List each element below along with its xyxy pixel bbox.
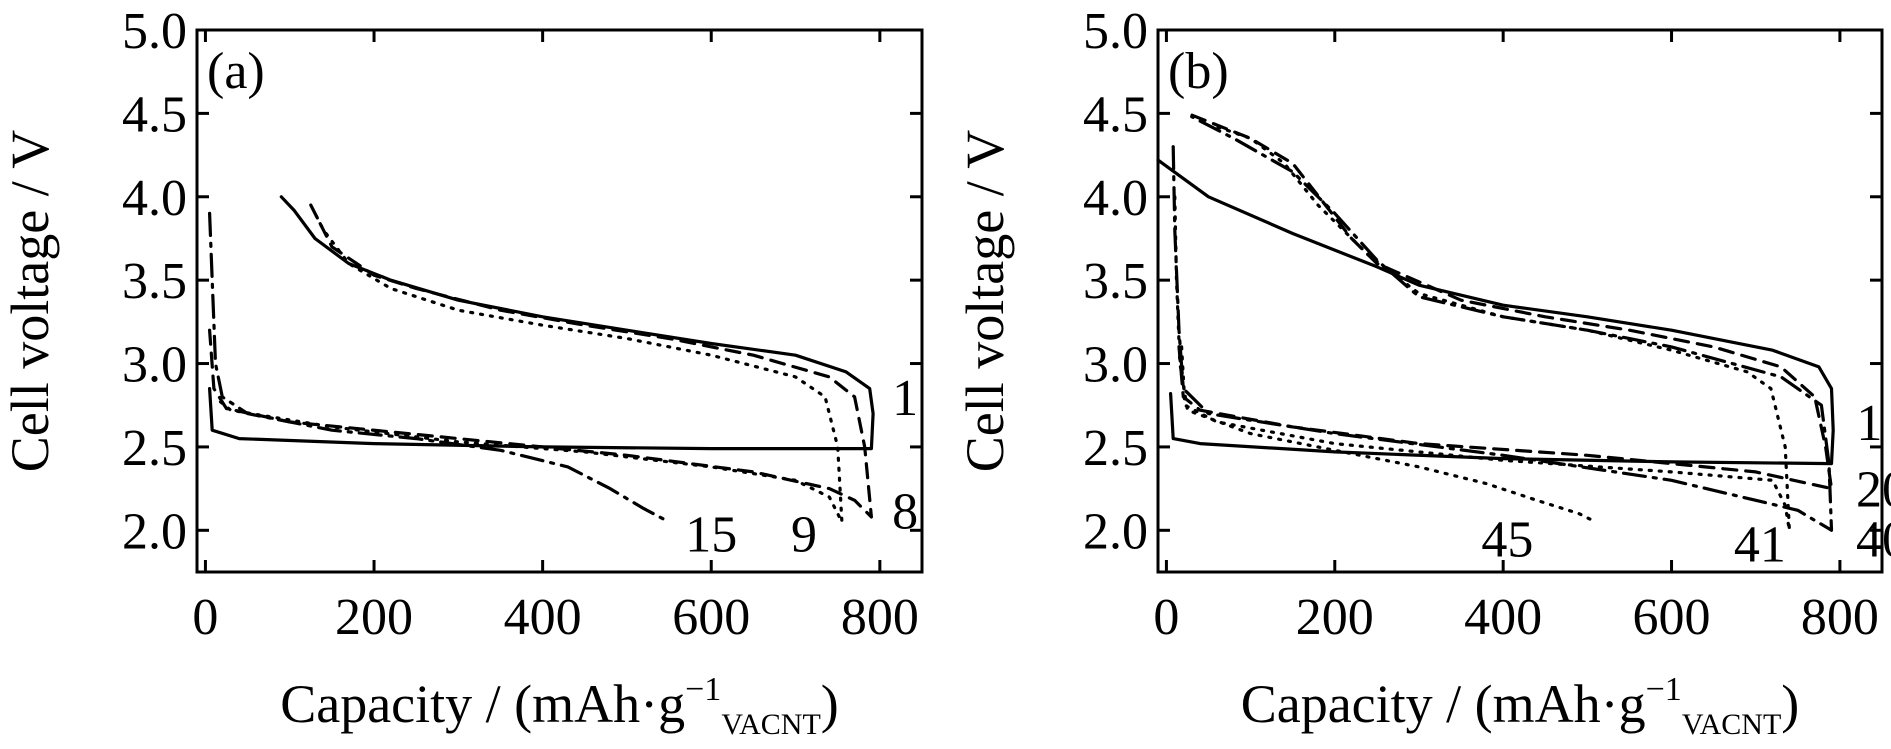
series-line-cycle-1 bbox=[208, 195, 875, 451]
cycle-label: 8 bbox=[892, 483, 918, 540]
plot-frame bbox=[195, 28, 924, 574]
x-tick-label: 200 bbox=[1296, 589, 1374, 646]
x-tick-label: 800 bbox=[841, 589, 919, 646]
x-axis-title: Capacity / (mAh·g−1VACNT) bbox=[280, 671, 839, 741]
cycle-label: 9 bbox=[791, 507, 817, 564]
y-tick-label: 3.0 bbox=[1083, 337, 1148, 394]
series-line-cycle-9 bbox=[219, 211, 844, 524]
plot-frame bbox=[1156, 28, 1884, 574]
series-line-cycle-41 bbox=[1180, 125, 1791, 532]
panel-label: (b) bbox=[1168, 43, 1229, 100]
series-line-cycle-40 bbox=[1171, 115, 1834, 532]
series-line-cycle-1 bbox=[1156, 158, 1835, 466]
chart-panel-b: 2.02.53.03.54.04.55.00 200 400 600 800Capaci… bbox=[955, 3, 1891, 741]
y-tick-label: 4.5 bbox=[1083, 86, 1148, 143]
x-tick-label: 600 bbox=[672, 589, 750, 646]
series-line-cycle-20 bbox=[1177, 111, 1834, 491]
x-axis-title: Capacity / (mAh·g−1VACNT) bbox=[1241, 671, 1800, 741]
y-tick-label: 4.0 bbox=[122, 170, 187, 227]
x-axis-title-sub: VACNT bbox=[721, 708, 820, 741]
y-tick-label: 4.5 bbox=[122, 86, 187, 143]
y-tick-label: 4.0 bbox=[1083, 170, 1148, 227]
y-tick-label: 2.5 bbox=[1083, 420, 1148, 477]
cycle-label: 1 bbox=[1856, 395, 1882, 452]
x-tick-label: 400 bbox=[504, 589, 582, 646]
series-line-cycle-45 bbox=[1173, 195, 1598, 524]
cycle-label: 40 bbox=[1856, 512, 1891, 569]
y-axis-title: Cell voltage / V bbox=[0, 130, 60, 472]
x-axis-title-close: ) bbox=[821, 674, 839, 734]
cycle-label: 41 bbox=[1734, 517, 1786, 574]
x-tick-label: 400 bbox=[1464, 589, 1542, 646]
x-axis-title-sup: −1 bbox=[685, 671, 721, 708]
x-tick-label: 0 bbox=[192, 589, 218, 646]
x-axis-title-main: Capacity / (mAh·g bbox=[280, 674, 685, 734]
panel-label: (a) bbox=[207, 43, 265, 100]
x-axis-title-sub: VACNT bbox=[1682, 708, 1781, 741]
y-tick-label: 2.5 bbox=[122, 420, 187, 477]
cycle-label: 20 bbox=[1856, 462, 1891, 519]
y-tick-label: 3.5 bbox=[1083, 253, 1148, 310]
y-tick-label: 2.0 bbox=[122, 503, 187, 560]
x-tick-label: 800 bbox=[1801, 589, 1879, 646]
series-line-cycle-8 bbox=[208, 203, 873, 519]
x-axis-title-sup: −1 bbox=[1646, 671, 1682, 708]
x-tick-label: 200 bbox=[335, 589, 413, 646]
x-tick-label: 0 bbox=[1153, 589, 1179, 646]
y-tick-label: 3.5 bbox=[122, 253, 187, 310]
cycle-label: 15 bbox=[685, 507, 737, 564]
y-tick-label: 2.0 bbox=[1083, 503, 1148, 560]
cycle-label: 1 bbox=[892, 370, 918, 427]
x-axis-title-main: Capacity / (mAh·g bbox=[1241, 674, 1646, 734]
y-tick-label: 5.0 bbox=[1083, 3, 1148, 60]
cycle-label: 45 bbox=[1481, 512, 1533, 569]
y-tick-label: 3.0 bbox=[122, 337, 187, 394]
y-axis-title: Cell voltage / V bbox=[955, 130, 1015, 472]
y-tick-label: 5.0 bbox=[122, 3, 187, 60]
series-line-cycle-15 bbox=[208, 211, 671, 524]
x-axis-title-close: ) bbox=[1781, 674, 1799, 734]
x-tick-label: 600 bbox=[1633, 589, 1711, 646]
chart-panel-a: 2.02.53.03.54.04.55.00 200 400 600 800Capaci… bbox=[0, 3, 924, 741]
